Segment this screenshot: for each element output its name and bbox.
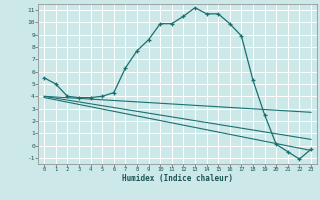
X-axis label: Humidex (Indice chaleur): Humidex (Indice chaleur) (122, 174, 233, 183)
